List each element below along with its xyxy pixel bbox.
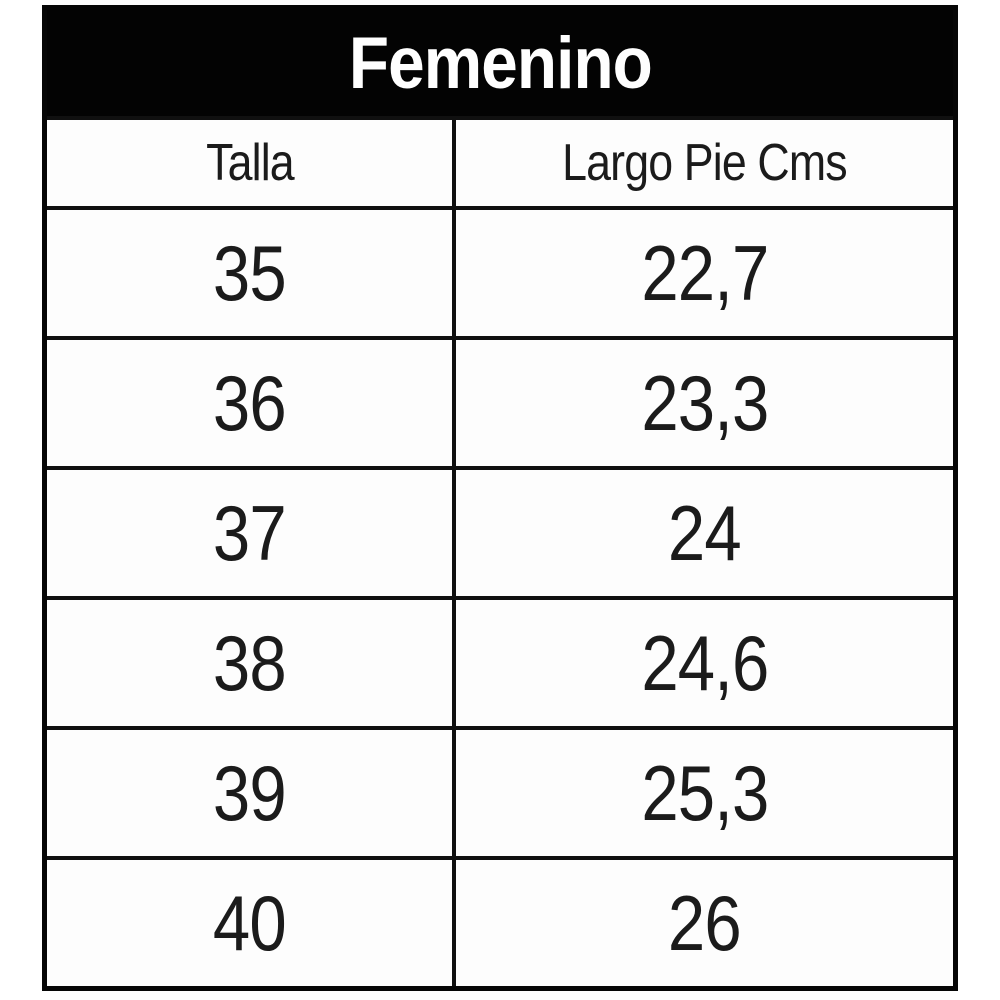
table-title-label: Femenino [348,22,652,104]
column-header-row: Talla Largo Pie Cms [42,116,958,210]
length-cell: 23,3 [452,336,958,470]
header-label-talla: Talla [205,134,295,192]
size-value: 36 [213,358,287,447]
header-cell-largo: Largo Pie Cms [452,116,958,210]
size-value: 37 [213,488,287,577]
size-value: 38 [213,618,287,707]
table-title-row: Femenino [42,5,958,120]
size-value: 40 [213,878,287,967]
size-cell: 37 [42,466,457,600]
size-cell: 35 [42,206,457,340]
length-cell: 24 [452,466,958,600]
table-row: 38 24,6 [42,596,958,730]
table-title: Femenino [42,5,958,120]
length-value: 24 [668,488,742,577]
length-value: 26 [668,878,742,967]
size-cell: 36 [42,336,457,470]
size-value: 35 [213,228,287,317]
table-row: 40 26 [42,856,958,991]
length-value: 23,3 [641,358,769,447]
size-cell: 39 [42,726,457,860]
size-chart-table: Femenino Talla Largo Pie Cms 35 22,7 [42,5,958,991]
length-value: 25,3 [641,748,769,837]
header-cell-talla: Talla [42,116,457,210]
size-cell: 40 [42,856,457,991]
length-cell: 26 [452,856,958,991]
length-cell: 24,6 [452,596,958,730]
size-value: 39 [213,748,287,837]
header-label-largo: Largo Pie Cms [562,134,848,192]
table-row: 36 23,3 [42,336,958,470]
table-row: 37 24 [42,466,958,600]
table-row: 39 25,3 [42,726,958,860]
length-value: 24,6 [641,618,769,707]
table-row: 35 22,7 [42,206,958,340]
length-cell: 22,7 [452,206,958,340]
size-cell: 38 [42,596,457,730]
length-cell: 25,3 [452,726,958,860]
length-value: 22,7 [641,228,769,317]
